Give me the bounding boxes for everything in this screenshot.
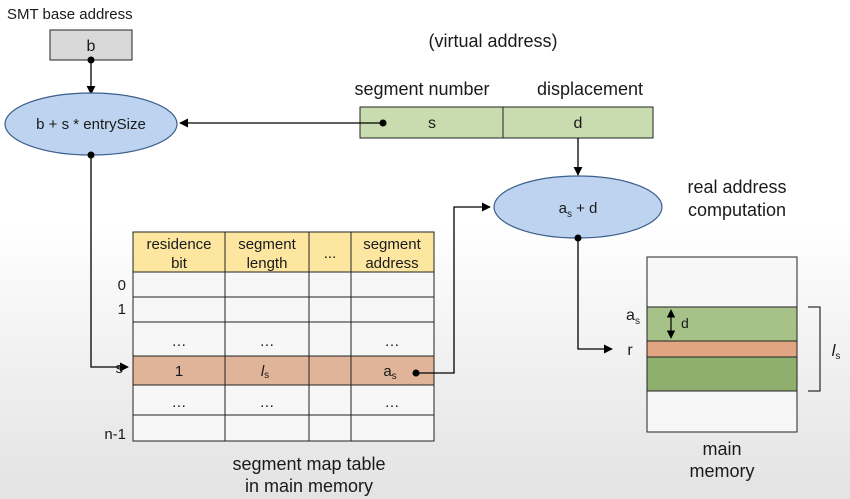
ellipsis-cell: … xyxy=(260,394,275,411)
segment-map-table: residence bit segment length ... segment… xyxy=(104,231,435,443)
ellipsis-cell: … xyxy=(385,394,400,411)
memory-as-label: as xyxy=(626,307,640,327)
header-length-2: length xyxy=(247,255,288,272)
memory-ls-label: ls xyxy=(832,341,841,362)
main-memory xyxy=(646,256,798,433)
header-residence: residence xyxy=(146,236,211,253)
base-register-value: b xyxy=(87,38,96,55)
row-label-1: 1 xyxy=(118,301,126,318)
segment-number-label: segment number xyxy=(354,79,489,99)
base-calc-text: b + s * entrySize xyxy=(36,116,146,133)
residence-bit-value: 1 xyxy=(175,363,183,380)
displacement-field xyxy=(502,106,654,139)
ellipsis-cell: … xyxy=(172,333,187,350)
real-calc-to-memory-arrow xyxy=(577,238,613,354)
memory-r-row xyxy=(646,340,798,358)
ellipsis-cell: … xyxy=(260,333,275,350)
displacement-label: displacement xyxy=(537,79,643,99)
header-length: segment xyxy=(238,236,296,253)
segment-address-value: as xyxy=(383,363,396,382)
header-ellipsis: ... xyxy=(324,245,337,262)
displacement-value: d xyxy=(574,115,583,132)
table-caption-1: segment map table xyxy=(232,454,385,474)
segment-length-bracket xyxy=(808,306,821,392)
table-caption-2: in main memory xyxy=(245,476,373,496)
header-address-2: address xyxy=(365,255,418,272)
calc-to-table-arrow xyxy=(90,155,129,372)
memory-caption-2: memory xyxy=(689,461,754,481)
row-label-s: s xyxy=(116,360,124,377)
base-register-box xyxy=(49,29,133,61)
memory-r-label: r xyxy=(627,342,633,359)
virtual-address-label: (virtual address) xyxy=(428,31,557,51)
header-residence-2: bit xyxy=(171,255,188,272)
smt-base-address-label: SMT base address xyxy=(7,6,133,23)
memory-d-label: d xyxy=(681,315,689,331)
segment-length-value: ls xyxy=(261,363,269,381)
ellipsis-cell: … xyxy=(172,394,187,411)
real-calc-text: as + d xyxy=(559,200,598,220)
memory-caption-1: main xyxy=(702,439,741,459)
header-address: segment xyxy=(363,236,421,253)
address-to-real-calc-arrow xyxy=(416,202,491,374)
table-row-highlight xyxy=(132,355,435,386)
ellipsis-cell: … xyxy=(385,333,400,350)
row-label-n-1: n-1 xyxy=(104,426,126,443)
row-label-0: 0 xyxy=(118,277,126,294)
real-address-computation-label-1: real address xyxy=(687,177,786,197)
real-address-computation-label-2: computation xyxy=(688,200,786,220)
segment-number-value: s xyxy=(428,115,436,132)
